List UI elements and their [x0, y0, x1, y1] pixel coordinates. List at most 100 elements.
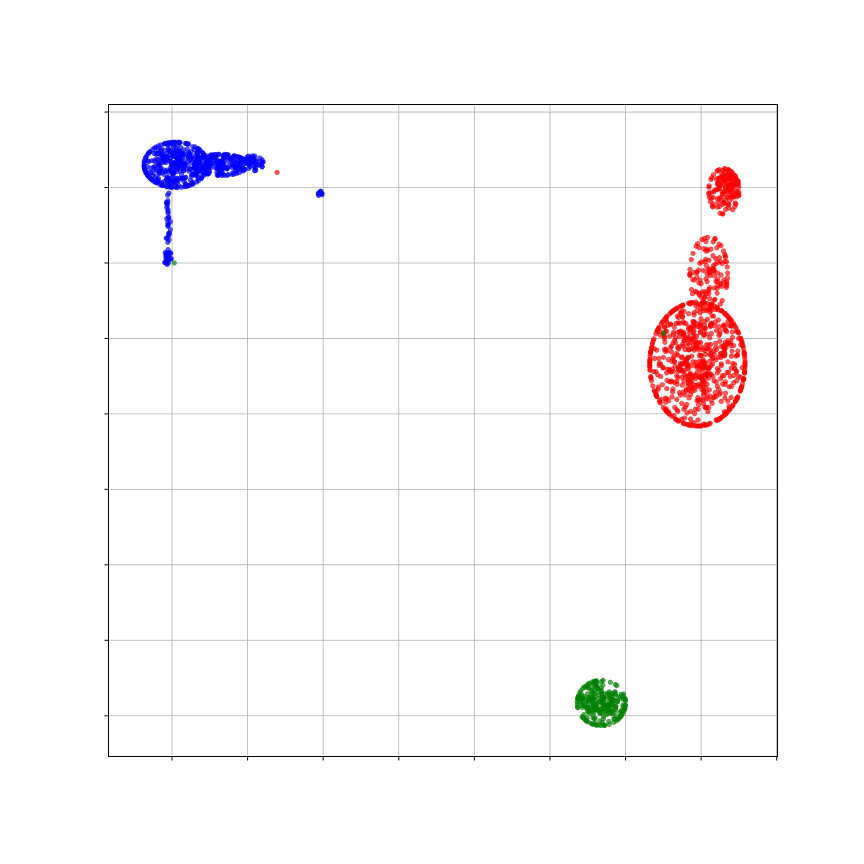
data-point-cluster-1	[709, 175, 715, 181]
data-point-cluster-1	[674, 381, 680, 387]
data-point-cluster-1	[686, 395, 692, 401]
data-point-cluster-1	[742, 366, 748, 373]
data-point-cluster-1	[656, 362, 662, 369]
data-point-cluster-1	[723, 409, 729, 415]
data-point-cluster-2	[612, 705, 619, 711]
data-point-cluster-1	[722, 251, 728, 258]
data-point-cluster-1	[718, 307, 724, 314]
data-point-cluster-1	[725, 201, 731, 207]
data-point-cluster-1	[726, 174, 732, 180]
data-point-cluster-2	[605, 690, 611, 696]
data-point-cluster-1	[694, 333, 700, 339]
data-point-cluster-1	[681, 415, 688, 421]
data-point-cluster-1	[723, 259, 730, 265]
data-point-cluster-1	[666, 367, 673, 373]
data-point-cluster-0	[192, 170, 198, 177]
data-point-cluster-1	[730, 402, 736, 408]
data-point-cluster-0	[159, 152, 166, 158]
data-point-cluster-1	[681, 378, 687, 384]
data-point-cluster-1	[727, 183, 733, 189]
data-point-cluster-0	[143, 155, 149, 161]
data-point-cluster-0	[248, 159, 254, 165]
data-point-cluster-0	[179, 176, 185, 182]
data-point-cluster-1	[687, 422, 693, 428]
data-point-cluster-1	[710, 253, 716, 259]
data-point-cluster-0	[216, 151, 222, 157]
data-point-cluster-1	[724, 369, 730, 376]
data-point-cluster-1	[698, 339, 704, 346]
data-point-cluster-1	[724, 275, 731, 281]
data-point-cluster-1	[703, 422, 709, 428]
data-point-cluster-1	[729, 348, 735, 354]
data-point-cluster-0	[164, 216, 170, 222]
data-point-cluster-1	[713, 344, 719, 351]
data-point-cluster-1	[725, 398, 731, 404]
data-point-cluster-1	[685, 335, 691, 341]
data-point-cluster-0	[182, 140, 188, 146]
data-point-cluster-1	[682, 404, 688, 410]
data-point-cluster-1	[686, 300, 692, 306]
data-point-cluster-0	[165, 260, 171, 266]
data-point-cluster-1	[647, 353, 653, 359]
data-point-cluster-0	[192, 144, 198, 150]
data-point-cluster-1	[660, 365, 666, 371]
data-point-cluster-2	[585, 704, 591, 711]
data-point-cluster-2	[597, 718, 603, 724]
data-point-cluster-0	[165, 192, 171, 198]
data-point-cluster-1	[648, 375, 654, 381]
data-point-cluster-1	[687, 416, 694, 422]
data-point-cluster-1	[647, 360, 653, 366]
data-point-cluster-1	[693, 243, 699, 249]
data-point-cluster-1	[732, 323, 738, 329]
data-point-cluster-0	[163, 199, 169, 205]
data-point-cluster-1	[706, 184, 712, 190]
data-point-cluster-1	[675, 418, 681, 424]
data-point-cluster-0	[177, 152, 183, 158]
data-point-cluster-2	[598, 689, 605, 695]
data-point-cluster-1	[728, 365, 734, 371]
data-point-cluster-0	[193, 150, 200, 156]
data-point-cluster-2	[585, 681, 591, 687]
data-point-cluster-0	[209, 152, 216, 158]
data-point-cluster-1	[740, 376, 747, 382]
data-point-cluster-0	[194, 179, 200, 185]
data-point-cluster-2	[583, 699, 589, 705]
data-point-cluster-1	[685, 366, 691, 372]
data-point-cluster-1	[701, 392, 707, 398]
data-point-cluster-0	[160, 169, 166, 176]
data-point-cluster-0	[223, 164, 229, 170]
data-point-cluster-1	[705, 342, 712, 348]
data-point-cluster-1	[731, 379, 737, 386]
data-point-cluster-0	[160, 182, 166, 189]
data-point-cluster-0	[173, 144, 179, 151]
data-point-cluster-1	[697, 305, 704, 311]
data-point-cluster-1	[664, 385, 670, 392]
data-point-cluster-1	[731, 342, 737, 349]
data-point-cluster-1	[664, 348, 670, 354]
data-point-cluster-0	[192, 161, 198, 168]
data-point-cluster-1	[689, 291, 696, 297]
data-point-cluster-1	[722, 390, 729, 396]
data-point-cluster-1	[672, 334, 679, 341]
data-point-cluster-2	[605, 706, 612, 712]
data-point-cluster-1	[669, 349, 675, 355]
data-point-cluster-1	[718, 361, 724, 367]
data-point-cluster-1	[711, 313, 717, 319]
data-point-cluster-1	[694, 269, 700, 275]
data-point-cluster-0	[164, 150, 170, 156]
data-point-cluster-1	[676, 329, 683, 335]
data-point-cluster-1	[669, 394, 675, 400]
data-point-cluster-0	[172, 160, 178, 166]
data-point-cluster-0	[171, 169, 177, 175]
data-point-cluster-1	[648, 345, 655, 351]
data-point-cluster-2	[593, 680, 599, 686]
data-point-cluster-1	[718, 243, 724, 249]
data-point-cluster-2	[588, 694, 594, 700]
data-point-cluster-1	[735, 394, 741, 400]
data-point-cluster-1	[705, 266, 711, 273]
data-point-cluster-1	[700, 346, 706, 353]
data-point-cluster-2	[590, 721, 596, 727]
data-point-cluster-1	[721, 323, 728, 329]
data-point-cluster-0	[148, 176, 154, 182]
data-point-cluster-2	[601, 694, 607, 700]
